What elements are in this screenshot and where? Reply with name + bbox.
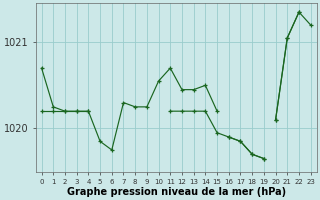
X-axis label: Graphe pression niveau de la mer (hPa): Graphe pression niveau de la mer (hPa) <box>67 187 286 197</box>
